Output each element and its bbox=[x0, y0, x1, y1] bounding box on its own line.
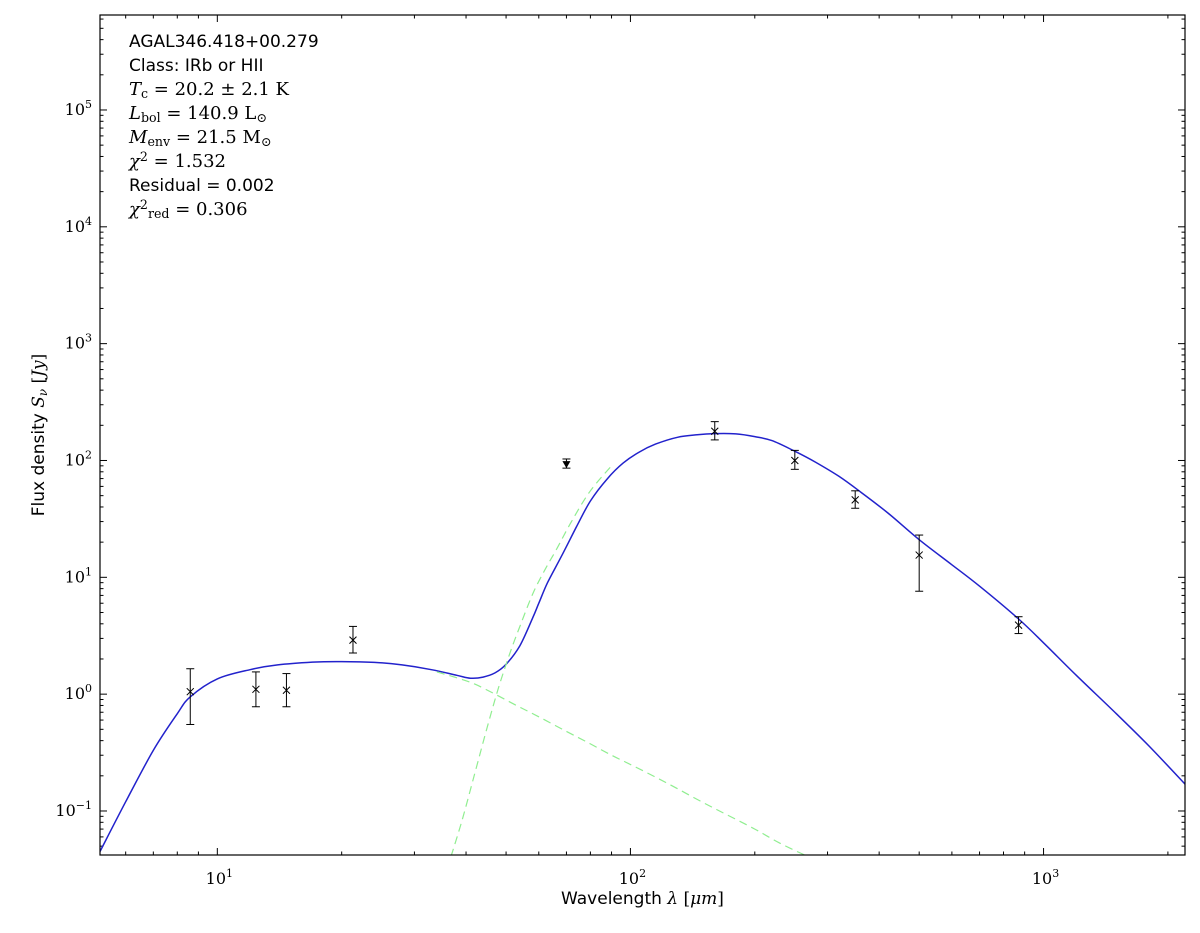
text-segment: [ bbox=[29, 376, 49, 389]
x-marker bbox=[851, 496, 860, 504]
annotation-line-8: χ2red = 0.306 bbox=[129, 198, 319, 222]
x-marker bbox=[186, 687, 195, 696]
x-axis-label: Wavelength λ [μm] bbox=[100, 889, 1185, 909]
annotation-line-7: Residual = 0.002 bbox=[129, 174, 319, 198]
data-point bbox=[915, 534, 924, 592]
x-marker bbox=[282, 686, 291, 695]
tick-label: 102 bbox=[619, 867, 646, 888]
x-marker bbox=[915, 551, 924, 559]
text-segment: = 1.532 bbox=[147, 151, 226, 172]
text-segment: ] bbox=[717, 889, 724, 909]
series-warm-component bbox=[436, 671, 807, 855]
text-segment: ν bbox=[35, 388, 50, 397]
tick-label: 103 bbox=[65, 332, 92, 353]
text-segment: ⊙ bbox=[260, 134, 272, 150]
data-point bbox=[186, 668, 195, 725]
text-segment: = 0.306 bbox=[169, 199, 248, 220]
x-marker bbox=[790, 456, 799, 465]
tick-label: 104 bbox=[65, 215, 92, 236]
data-point bbox=[790, 449, 799, 470]
annotation-line-5: Menv = 21.5 M⊙ bbox=[129, 126, 319, 150]
tick-label: 100 bbox=[65, 682, 92, 703]
text-segment: T bbox=[129, 79, 142, 100]
text-segment: λ bbox=[667, 889, 679, 909]
text-segment: red bbox=[147, 206, 170, 222]
annotation-line-6: χ2 = 1.532 bbox=[129, 150, 319, 174]
x-marker bbox=[349, 636, 357, 644]
fit-parameters-block: AGAL346.418+00.279 Class: IRb or HII Tc = … bbox=[129, 30, 319, 222]
annotation-line-4: Lbol = 140.9 L⊙ bbox=[129, 102, 319, 126]
text-segment: χ bbox=[129, 151, 140, 172]
text-segment: bol bbox=[140, 110, 161, 126]
data-point bbox=[348, 625, 357, 654]
tick-label: 103 bbox=[1032, 867, 1059, 888]
axes-frame bbox=[99, 14, 1186, 856]
data-point bbox=[282, 673, 291, 708]
text-segment: Jy bbox=[29, 360, 49, 377]
text-segment: = 140.9 L bbox=[160, 103, 257, 124]
data-point bbox=[1014, 616, 1023, 635]
text-segment: [ bbox=[678, 889, 691, 909]
text-segment: 2 bbox=[139, 149, 148, 165]
x-marker bbox=[710, 427, 719, 436]
text-segment: χ bbox=[129, 199, 140, 220]
text-segment: Flux density bbox=[29, 407, 49, 517]
annotation-line-2: Class: IRb or HII bbox=[129, 54, 319, 78]
y-axis-label: Flux density Sν [Jy] bbox=[29, 235, 51, 635]
tick-label: 105 bbox=[65, 98, 92, 119]
tick-labels: 101 102 103 10−1 100 101 102 103 104 105 bbox=[55, 98, 1059, 888]
text-segment: Residual = 0.002 bbox=[129, 176, 275, 196]
text-segment: M bbox=[129, 127, 148, 148]
data-point bbox=[851, 490, 860, 509]
data-points-group bbox=[186, 421, 1023, 725]
data-point bbox=[251, 671, 260, 708]
x-marker bbox=[252, 685, 260, 694]
tick-label: 101 bbox=[65, 565, 92, 586]
series-cold-component bbox=[450, 465, 612, 855]
text-segment: 2 bbox=[139, 197, 148, 213]
annotation-line-1: AGAL346.418+00.279 bbox=[129, 30, 319, 54]
tick-label: 101 bbox=[206, 867, 233, 888]
text-segment: = 20.2 ± 2.1 K bbox=[148, 79, 290, 100]
text-segment: AGAL346.418+00.279 bbox=[129, 32, 319, 52]
data-point bbox=[710, 421, 719, 441]
tick-label: 102 bbox=[65, 448, 92, 469]
text-segment: μm bbox=[690, 889, 718, 909]
text-segment: c bbox=[141, 86, 149, 102]
text-segment: env bbox=[147, 134, 171, 150]
text-segment: L bbox=[129, 103, 141, 124]
text-segment: Wavelength bbox=[561, 889, 668, 909]
text-segment: ] bbox=[29, 353, 49, 361]
text-segment: ⊙ bbox=[256, 110, 267, 126]
text-segment: Class: IRb or HII bbox=[129, 56, 264, 76]
down-triangle-marker bbox=[562, 461, 571, 469]
annotation-line-3: Tc = 20.2 ± 2.1 K bbox=[129, 78, 319, 102]
tick-label: 10−1 bbox=[55, 799, 92, 820]
text-segment: S bbox=[29, 396, 49, 408]
text-segment: = 21.5 M bbox=[170, 127, 261, 148]
x-marker bbox=[1014, 621, 1023, 629]
data-point bbox=[562, 458, 571, 469]
